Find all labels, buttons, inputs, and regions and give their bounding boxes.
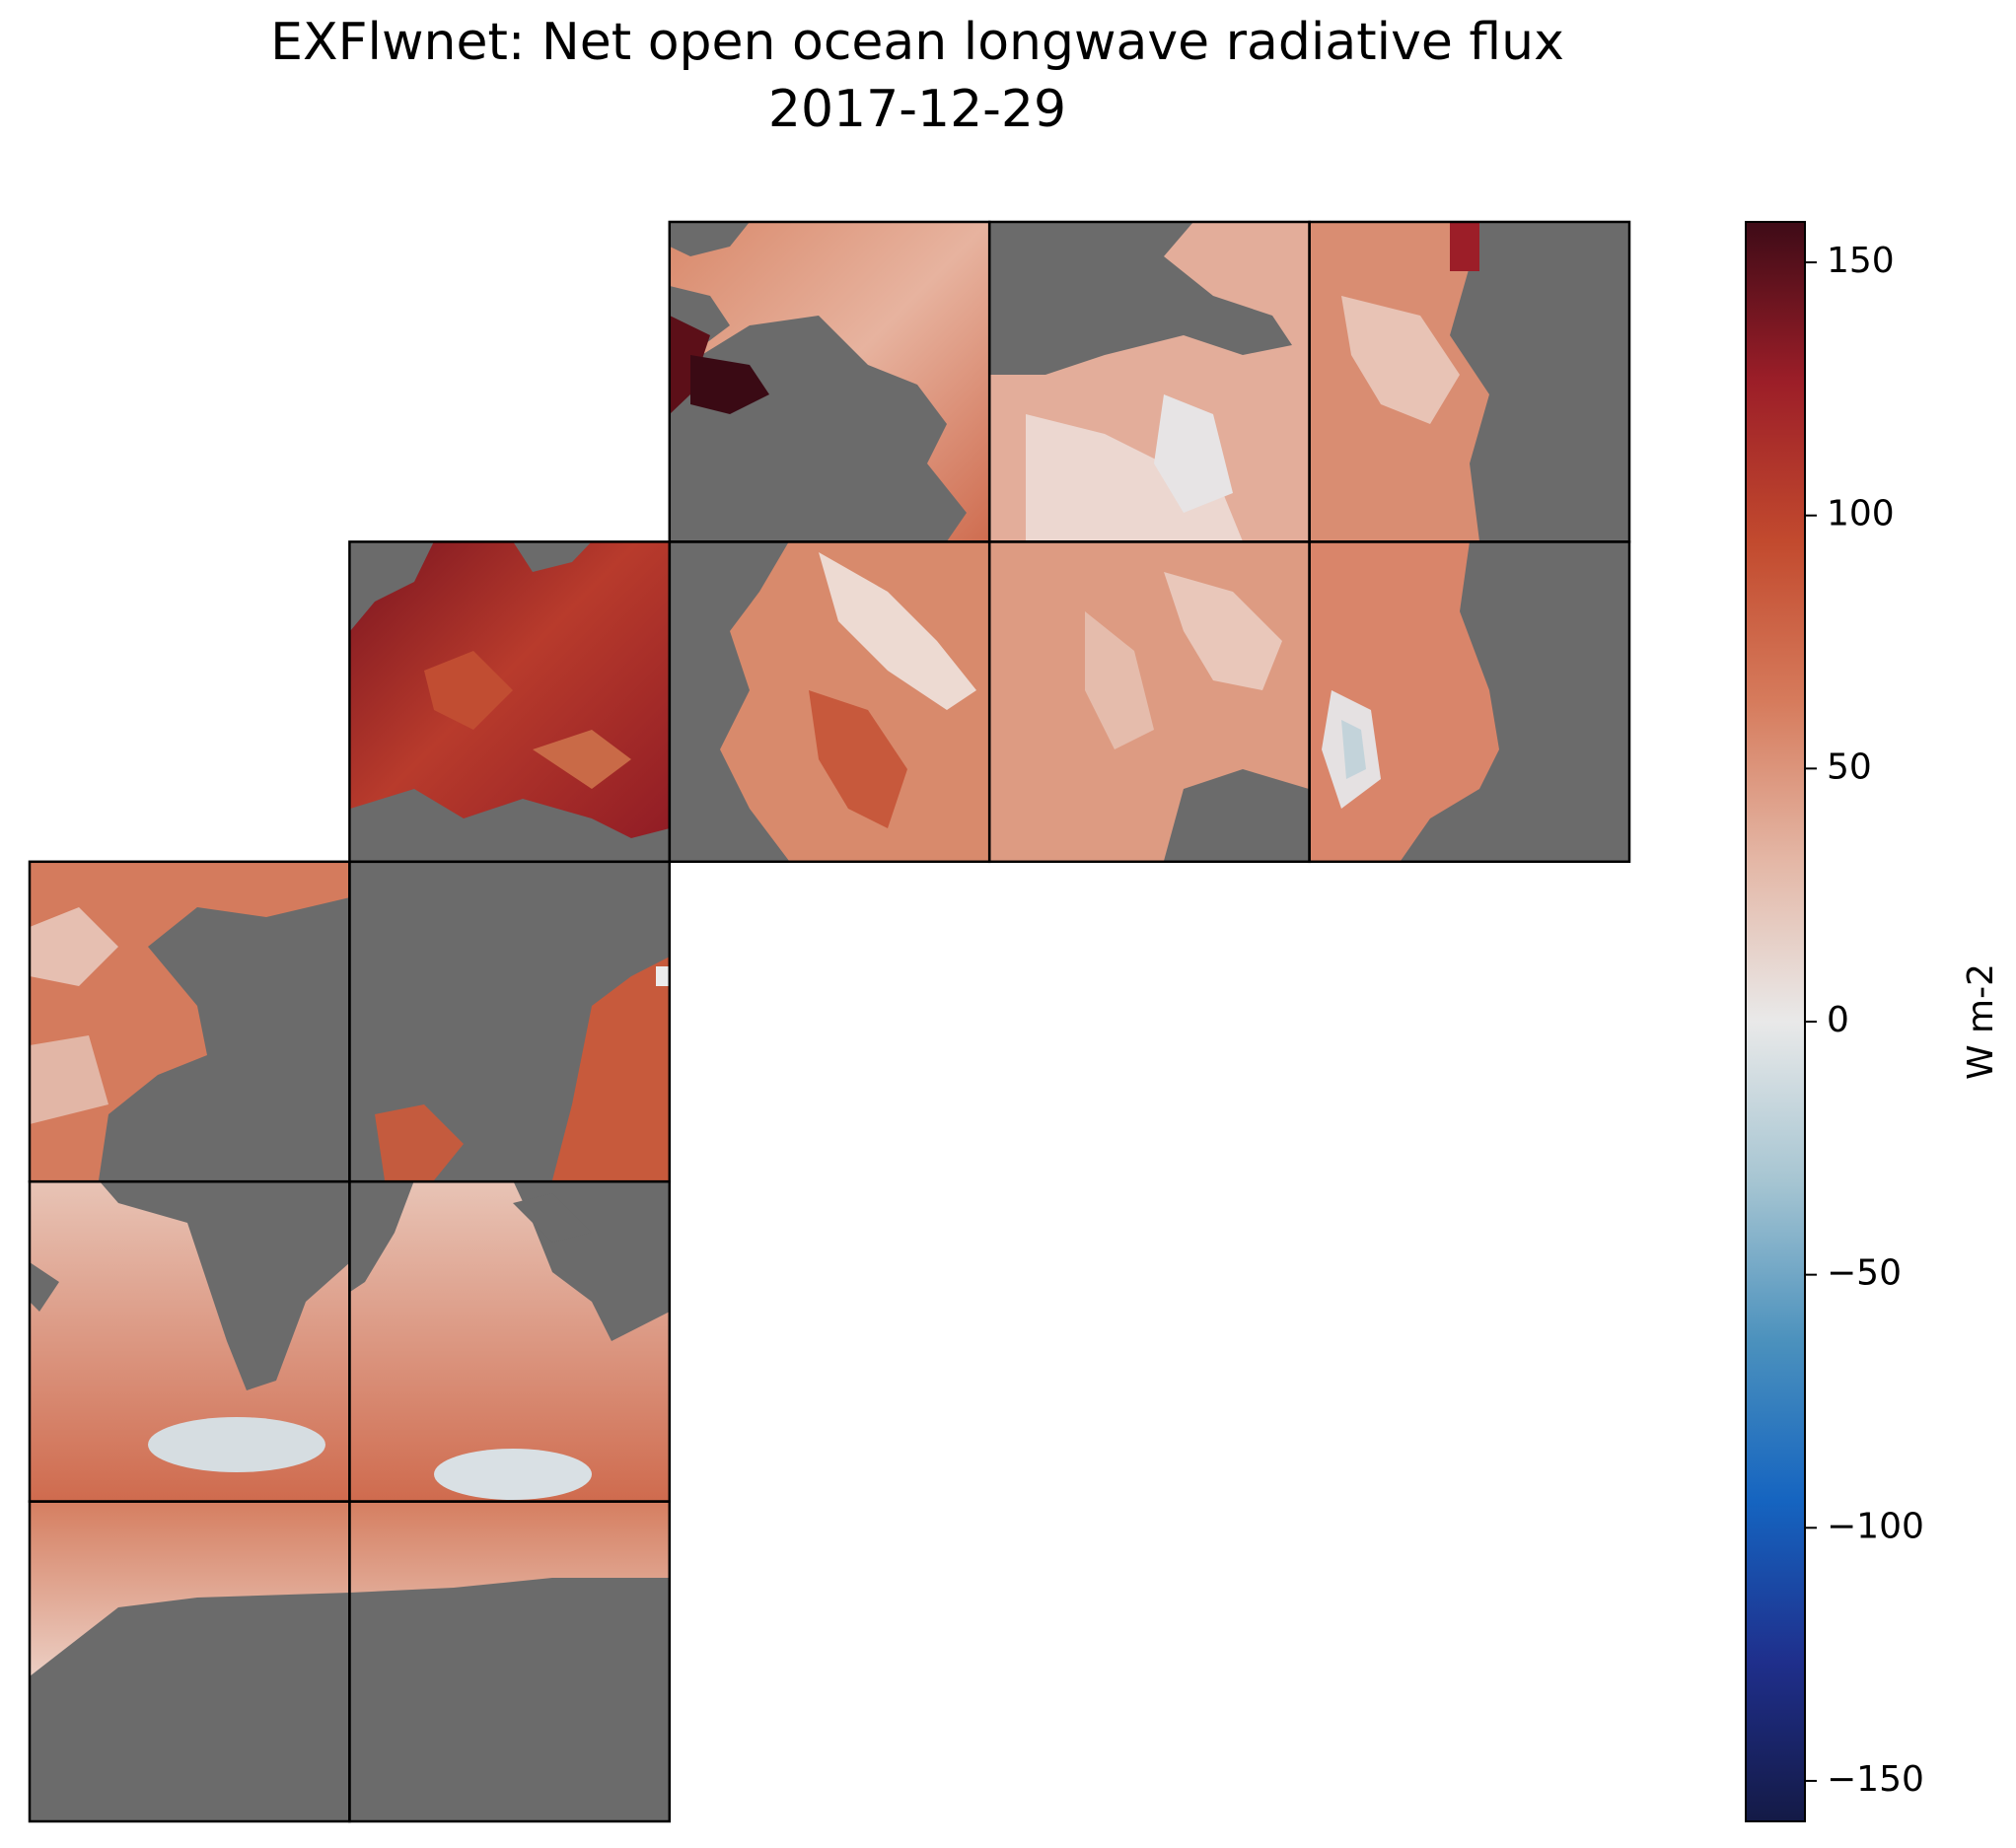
facet-tile-r0-c2 xyxy=(670,222,989,541)
facet-tile-r1-c3 xyxy=(989,541,1309,861)
chart-title: EXFlwnet: Net open ocean longwave radiat… xyxy=(270,13,1564,72)
facet-tile-r3-c1 xyxy=(350,1180,670,1501)
facet-map xyxy=(28,220,1631,1823)
facet-tile-r0-c4 xyxy=(1309,222,1628,541)
facet-grid-lines xyxy=(28,220,1631,1823)
colorbar-tick-label: 100 xyxy=(1827,494,1895,534)
facet-tile-r1-c2 xyxy=(670,541,989,861)
facet-tile-r4-c1 xyxy=(350,1449,670,1821)
facet-tile-r1-c1 xyxy=(350,541,670,861)
colorbar-tick-label: −150 xyxy=(1827,1759,1924,1800)
facet-border-r1-c4 xyxy=(1308,540,1631,864)
facet-tile-r2-c0 xyxy=(30,861,350,1180)
colorbar-tick-label: −100 xyxy=(1827,1506,1924,1546)
facet-tile-r2-c1 xyxy=(350,861,670,1180)
colorbar: 150 100 50 0 −50 −100 −150 W m-2 xyxy=(1745,221,2001,1822)
facet-tile-r1-c4 xyxy=(1309,541,1628,861)
colorbar-label: W m-2 xyxy=(1961,963,2001,1080)
facet-border-r4-c1 xyxy=(348,1500,672,1823)
facet-tile-r0-c3 xyxy=(989,222,1309,541)
chart-subtitle: 2017-12-29 xyxy=(768,80,1066,139)
colorbar-tick-label: 50 xyxy=(1827,746,1872,787)
facet-tile-r4-c0 xyxy=(30,1417,350,1821)
colorbar-tick-label: 0 xyxy=(1827,1000,1849,1040)
colorbar-tick-label: 150 xyxy=(1827,241,1895,281)
colorbar-ticks: 150 100 50 0 −50 −100 −150 xyxy=(1805,241,1924,1800)
colorbar-bar xyxy=(1745,221,1806,1822)
colorbar-tick-label: −50 xyxy=(1827,1253,1902,1294)
